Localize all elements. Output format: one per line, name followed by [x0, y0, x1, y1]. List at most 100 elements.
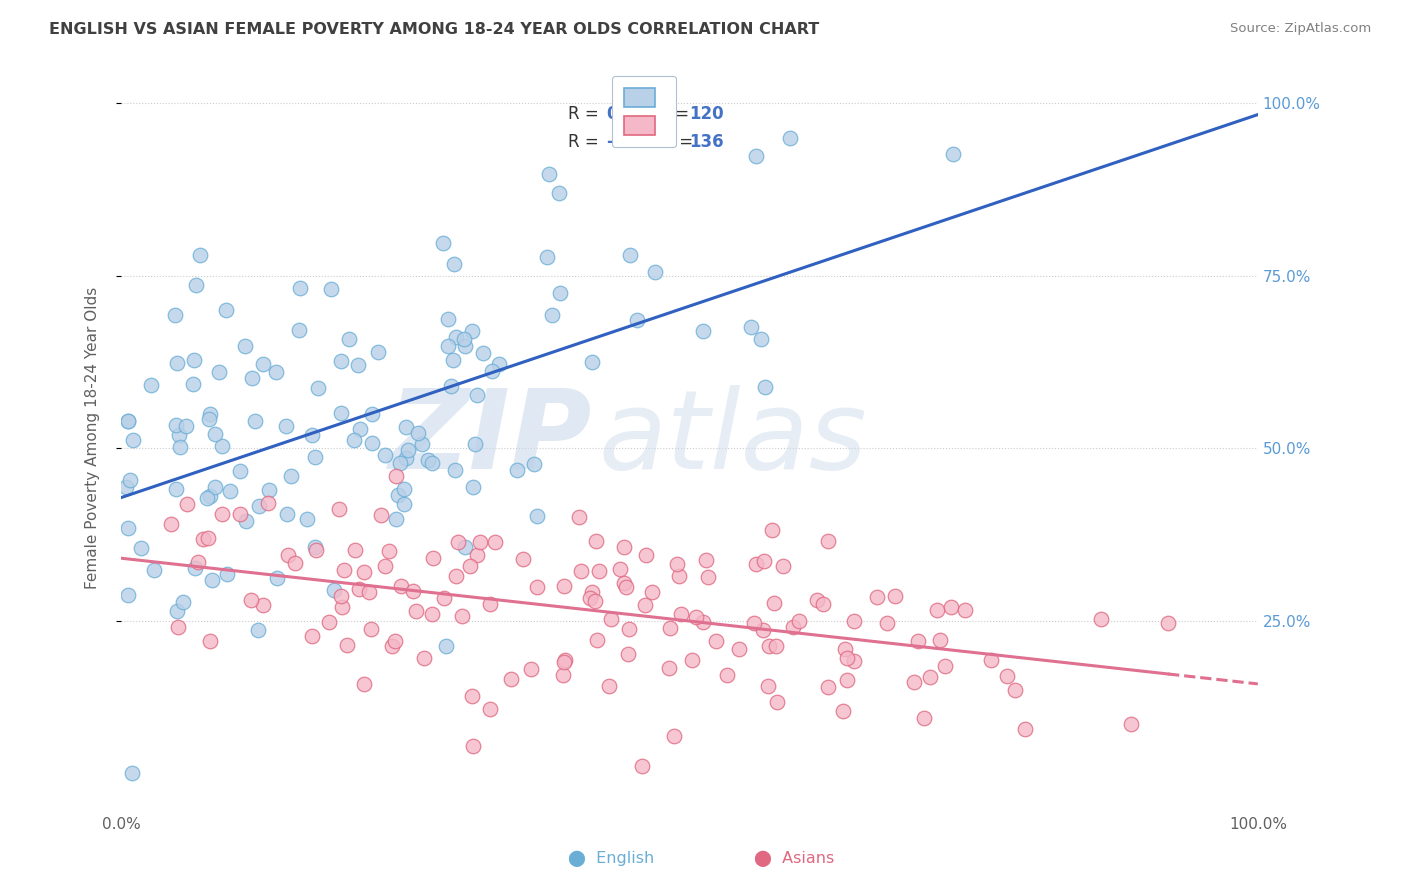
- Point: [581, 355, 603, 369]
- Point: [422, 550, 444, 565]
- Point: [229, 507, 252, 521]
- Point: [343, 543, 366, 558]
- Point: [704, 634, 727, 648]
- Point: [318, 615, 340, 629]
- Point: [191, 533, 214, 547]
- Point: [740, 320, 762, 334]
- Point: [883, 589, 905, 603]
- Point: [184, 277, 207, 292]
- Point: [166, 604, 188, 618]
- Point: [554, 653, 576, 667]
- Point: [266, 571, 288, 585]
- Point: [789, 615, 811, 629]
- Point: [758, 640, 780, 654]
- Point: [464, 437, 486, 451]
- Point: [512, 552, 534, 566]
- Point: [613, 540, 636, 554]
- Point: [749, 332, 772, 346]
- Point: [659, 621, 682, 635]
- Point: [252, 357, 274, 371]
- Point: [176, 497, 198, 511]
- Point: [353, 677, 375, 691]
- Point: [389, 579, 412, 593]
- Point: [329, 354, 352, 368]
- Legend: , : ,: [612, 76, 676, 147]
- Point: [385, 511, 408, 525]
- Point: [616, 580, 638, 594]
- Point: [361, 436, 384, 450]
- Point: [756, 679, 779, 693]
- Point: [259, 483, 281, 498]
- Point: [349, 582, 371, 597]
- Point: [218, 484, 240, 499]
- Point: [274, 418, 297, 433]
- Text: ⬤  Asians: ⬤ Asians: [754, 851, 835, 867]
- Point: [198, 634, 221, 648]
- Point: [692, 615, 714, 630]
- Point: [465, 548, 488, 562]
- Point: [283, 556, 305, 570]
- Point: [569, 564, 592, 578]
- Point: [229, 464, 252, 478]
- Point: [835, 673, 858, 687]
- Point: [359, 585, 381, 599]
- Point: [538, 167, 561, 181]
- Point: [481, 363, 503, 377]
- Point: [122, 433, 145, 447]
- Point: [257, 496, 280, 510]
- Point: [204, 480, 226, 494]
- Point: [745, 149, 768, 163]
- Point: [942, 147, 965, 161]
- Point: [918, 670, 941, 684]
- Point: [697, 570, 720, 584]
- Point: [461, 690, 484, 704]
- Point: [165, 418, 187, 433]
- Point: [405, 604, 427, 618]
- Point: [579, 591, 602, 606]
- Point: [634, 548, 657, 562]
- Text: R =: R =: [568, 134, 603, 152]
- Point: [761, 523, 783, 537]
- Point: [387, 488, 409, 502]
- Point: [301, 629, 323, 643]
- Point: [117, 414, 139, 428]
- Point: [367, 344, 389, 359]
- Point: [817, 680, 839, 694]
- Point: [1004, 683, 1026, 698]
- Point: [412, 650, 434, 665]
- Point: [411, 437, 433, 451]
- Point: [280, 468, 302, 483]
- Point: [751, 624, 773, 638]
- Point: [252, 599, 274, 613]
- Point: [392, 482, 415, 496]
- Point: [470, 534, 492, 549]
- Point: [446, 534, 468, 549]
- Point: [779, 130, 801, 145]
- Point: [406, 425, 429, 440]
- Point: [772, 559, 794, 574]
- Point: [160, 516, 183, 531]
- Point: [581, 585, 603, 599]
- Point: [246, 624, 269, 638]
- Text: 0.568: 0.568: [606, 105, 659, 123]
- Point: [395, 451, 418, 466]
- Point: [745, 558, 768, 572]
- Point: [454, 540, 477, 554]
- Point: [117, 588, 139, 602]
- Point: [163, 308, 186, 322]
- Point: [332, 564, 354, 578]
- Point: [619, 248, 641, 262]
- Text: 136: 136: [689, 134, 724, 152]
- Point: [321, 281, 343, 295]
- Point: [374, 558, 396, 573]
- Point: [360, 622, 382, 636]
- Text: ENGLISH VS ASIAN FEMALE POVERTY AMONG 18-24 YEAR OLDS CORRELATION CHART: ENGLISH VS ASIAN FEMALE POVERTY AMONG 18…: [49, 22, 820, 37]
- Point: [644, 264, 666, 278]
- Point: [215, 302, 238, 317]
- Point: [276, 507, 298, 521]
- Point: [167, 427, 190, 442]
- Point: [233, 339, 256, 353]
- Point: [616, 648, 638, 662]
- Point: [361, 407, 384, 421]
- Point: [551, 668, 574, 682]
